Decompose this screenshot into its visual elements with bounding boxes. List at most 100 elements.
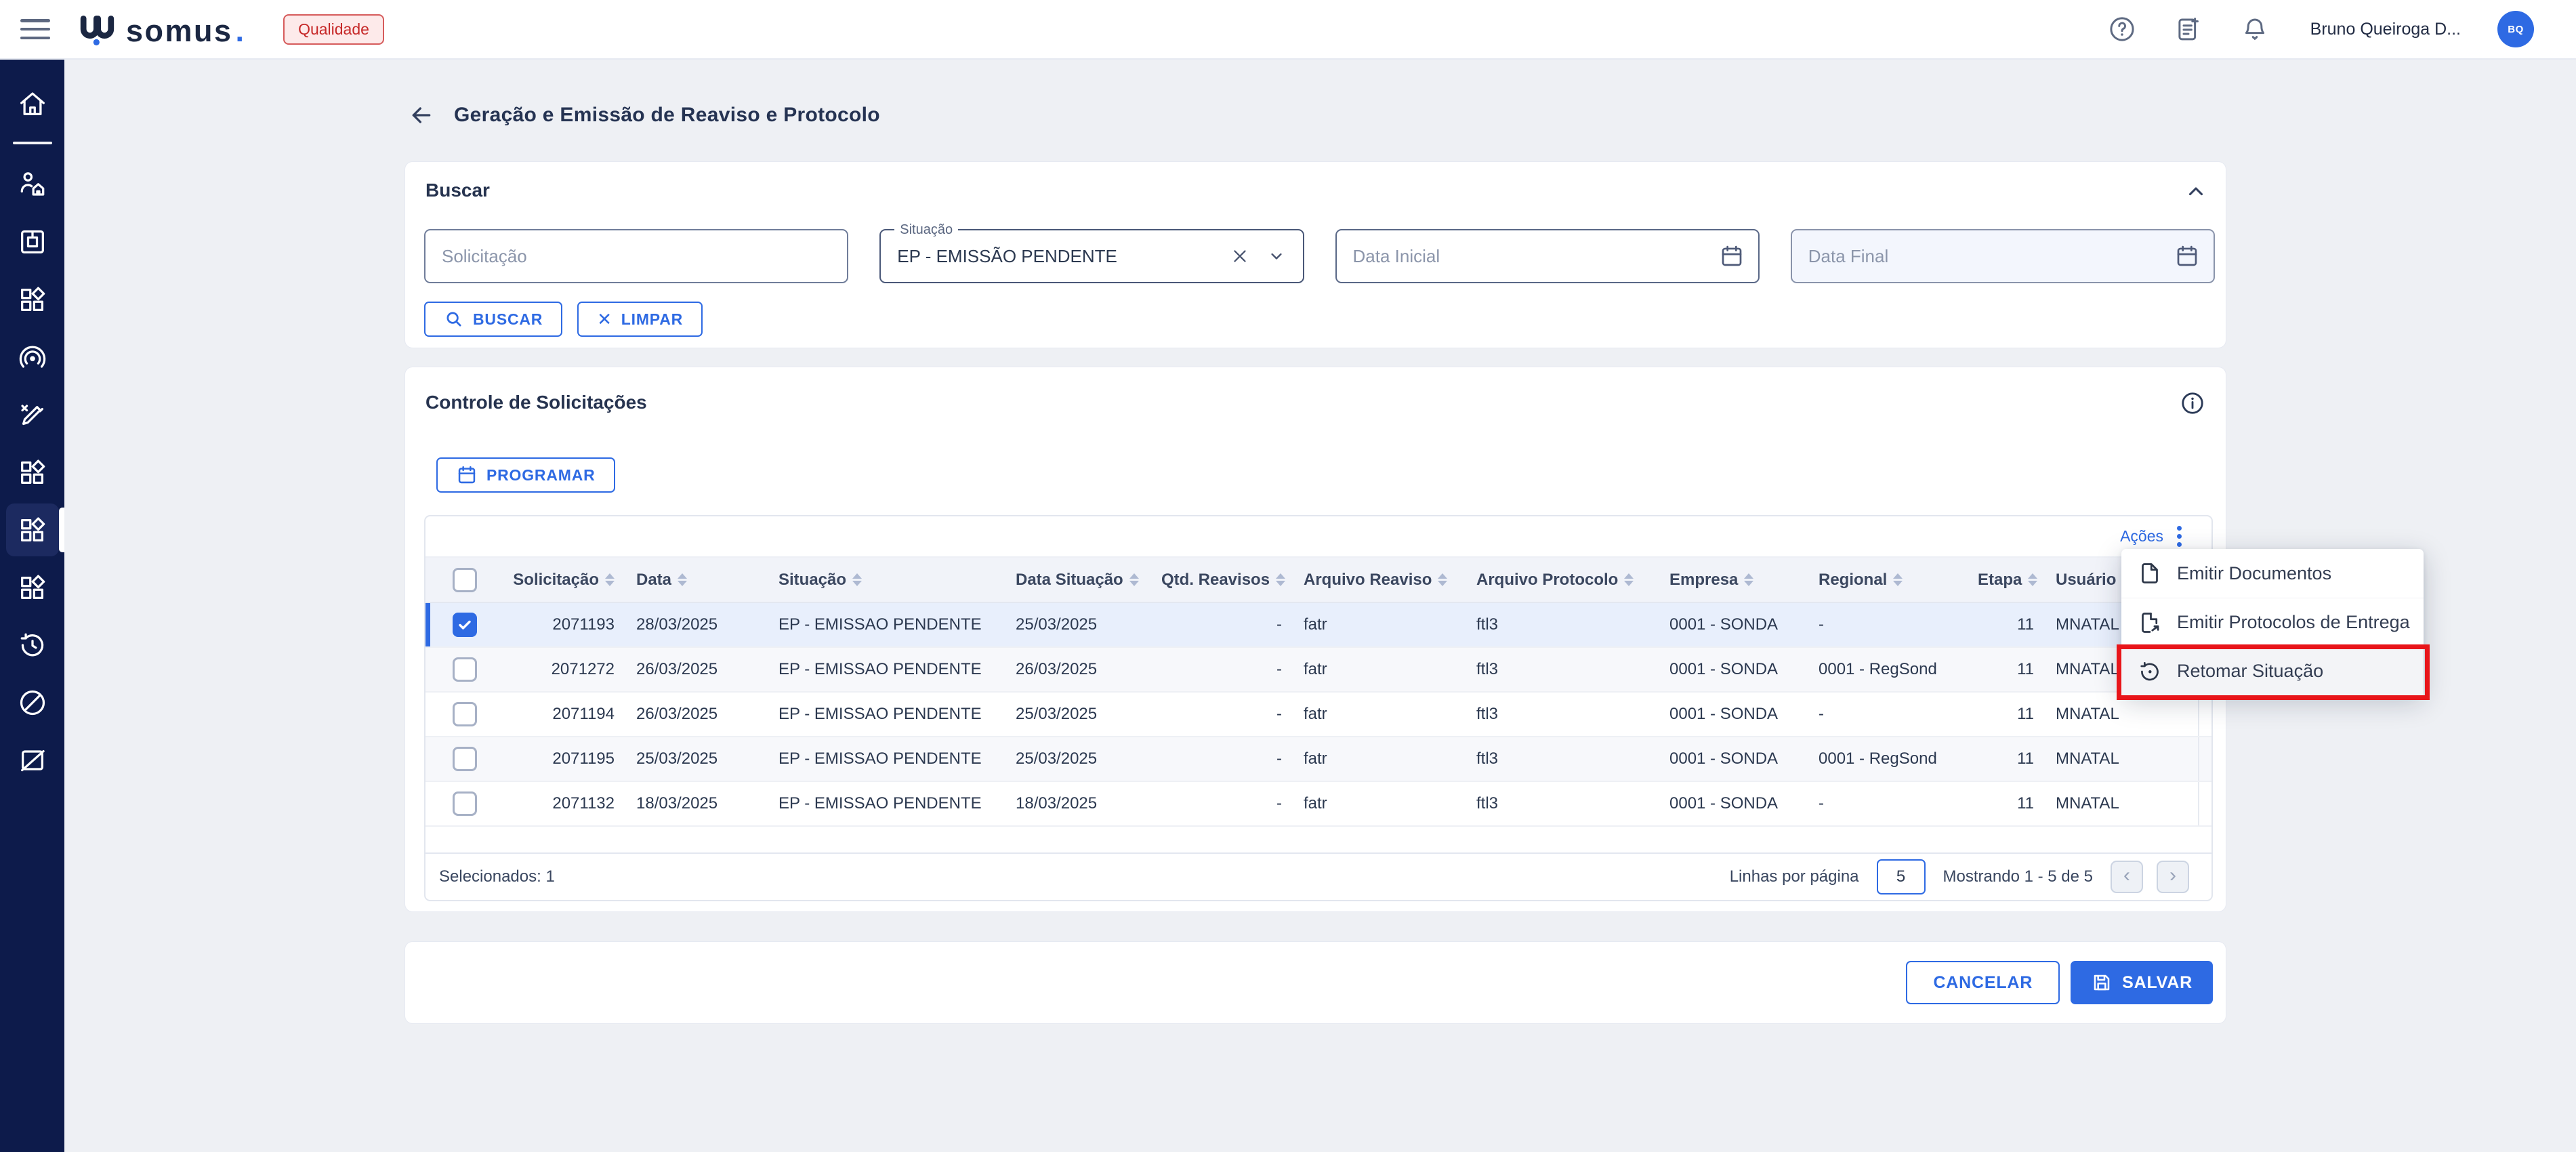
cell-5: fatr <box>1293 602 1466 648</box>
actions-bar: CANCELAR SALVAR <box>404 941 2226 1024</box>
menu-item-emitir-protocolos[interactable]: Emitir Protocolos de Entrega <box>2121 598 2424 646</box>
sidebar-item-apps-4[interactable] <box>6 561 59 614</box>
column-header-4[interactable]: Qtd. Reavisos <box>1150 556 1293 603</box>
widgets-icon <box>20 459 45 484</box>
column-header-3[interactable]: Data Situação <box>1005 556 1150 603</box>
table-row[interactable]: 2071195 25/03/2025 EP - EMISSAO PENDENTE 25… <box>425 737 2211 782</box>
situacao-select[interactable]: Situação EP - EMISSÃO PENDENTE <box>879 221 1304 283</box>
cell-10: MNATAL <box>2045 781 2199 827</box>
rows-per-page-input[interactable]: 5 <box>1876 859 1926 894</box>
column-header-0[interactable]: Solicitação <box>490 556 625 603</box>
showing-range: Mostrando 1 - 5 de 5 <box>1943 867 2093 886</box>
programar-button[interactable]: PROGRAMAR <box>436 457 615 493</box>
calendar-icon <box>458 466 476 484</box>
column-header-5[interactable]: Arquivo Reaviso <box>1293 556 1466 603</box>
user-name[interactable]: Bruno Queiroga D... <box>2310 19 2461 39</box>
column-header-6[interactable]: Arquivo Protocolo <box>1466 556 1659 603</box>
row-checkbox[interactable] <box>453 791 477 816</box>
sidebar-item-editor[interactable] <box>6 388 59 441</box>
table-header-row: Solicitação Data Situação Data Situação Qtd.… <box>425 556 2211 603</box>
column-header-8[interactable]: Regional <box>1808 556 1967 603</box>
cancelar-button[interactable]: CANCELAR <box>1906 961 2060 1004</box>
sidebar-item-radar[interactable] <box>6 331 59 384</box>
salvar-button[interactable]: SALVAR <box>2071 961 2213 1004</box>
sidebar-item-blocked[interactable] <box>6 676 59 729</box>
back-arrow-icon[interactable] <box>407 100 436 130</box>
row-checkbox[interactable] <box>453 657 477 682</box>
table-row[interactable]: 2071132 18/03/2025 EP - EMISSAO PENDENTE 18… <box>425 781 2211 827</box>
sidebar-item-clients[interactable] <box>6 158 59 211</box>
widgets-icon <box>20 287 45 311</box>
table-row[interactable]: 2071193 28/03/2025 EP - EMISSAO PENDENTE 25… <box>425 602 2211 648</box>
cell-4: - <box>1150 781 1293 827</box>
clear-x-icon: ✕ <box>597 308 612 329</box>
solicitacao-field[interactable] <box>424 229 849 283</box>
sidebar-item-history[interactable] <box>6 619 59 672</box>
row-checkbox-checked[interactable] <box>453 613 477 637</box>
clear-selection-icon[interactable] <box>1228 245 1251 268</box>
data-final-field[interactable] <box>1790 229 2215 283</box>
column-header-1[interactable]: Data <box>625 556 768 603</box>
cell-9: 11 <box>1967 647 2045 693</box>
sort-icon <box>1744 573 1754 586</box>
data-inicial-field[interactable] <box>1335 229 1760 283</box>
calendar-icon[interactable] <box>1719 243 1758 269</box>
solicitacoes-table-container: Ações Solicitação Data Situação Data Situaç… <box>424 515 2213 901</box>
cell-7: 0001 - SONDA <box>1659 602 1808 648</box>
data-inicial-input[interactable] <box>1336 245 1719 267</box>
sort-icon <box>1129 573 1139 586</box>
collapse-chevron-up-icon[interactable] <box>2182 178 2209 205</box>
row-checkbox-cell <box>425 781 490 827</box>
help-icon[interactable] <box>2107 14 2137 44</box>
menu-item-retomar-situacao[interactable]: Retomar Situação <box>2121 646 2424 695</box>
person-home-icon <box>20 172 44 196</box>
sidebar-item-no-image[interactable] <box>6 734 59 787</box>
cell-9: 11 <box>1967 602 2045 648</box>
search-icon <box>446 312 461 327</box>
menu-hamburger-icon[interactable] <box>20 18 50 41</box>
row-checkbox[interactable] <box>453 702 477 726</box>
next-page-button[interactable]: › <box>2157 861 2189 893</box>
info-icon[interactable] <box>2178 389 2207 417</box>
chevron-down-icon[interactable] <box>1265 245 1288 268</box>
cell-9: 11 <box>1967 692 2045 737</box>
previous-page-button[interactable]: ‹ <box>2111 861 2143 893</box>
cell-5: fatr <box>1293 647 1466 693</box>
row-checkbox-cell <box>425 647 490 693</box>
package-icon <box>20 230 44 253</box>
table-row[interactable]: 2071194 26/03/2025 EP - EMISSAO PENDENTE 25… <box>425 692 2211 737</box>
data-final-input[interactable] <box>1791 245 2174 267</box>
sidebar-item-apps-3-active[interactable] <box>5 503 64 556</box>
sidebar-item-package[interactable] <box>6 215 59 268</box>
sidebar-divider <box>12 142 52 144</box>
limpar-button[interactable]: ✕ LIMPAR <box>577 302 703 337</box>
new-document-icon[interactable] <box>2174 14 2203 44</box>
sidebar-item-home[interactable] <box>6 77 59 130</box>
menu-item-emitir-documentos[interactable]: Emitir Documentos <box>2121 549 2424 598</box>
table-row[interactable]: 2071272 26/03/2025 EP - EMISSAO PENDENTE 26… <box>425 647 2211 693</box>
select-all-checkbox[interactable] <box>453 567 477 592</box>
user-avatar[interactable]: BQ <box>2497 11 2534 47</box>
cell-2: EP - EMISSAO PENDENTE <box>768 647 1005 693</box>
cell-2: EP - EMISSAO PENDENTE <box>768 602 1005 648</box>
cell-7: 0001 - SONDA <box>1659 647 1808 693</box>
column-header-9[interactable]: Etapa <box>1967 556 2045 603</box>
edit-pencil-icon <box>20 405 43 426</box>
cell-9: 11 <box>1967 781 2045 827</box>
brand-name: somus <box>126 14 233 48</box>
document-icon <box>2142 563 2158 583</box>
column-header-2[interactable]: Situação <box>768 556 1005 603</box>
kebab-menu-icon[interactable] <box>2173 523 2186 550</box>
sidebar-item-apps-1[interactable] <box>6 273 59 326</box>
column-header-7[interactable]: Empresa <box>1659 556 1808 603</box>
sidebar-item-apps-2[interactable] <box>6 446 59 499</box>
calendar-icon[interactable] <box>2174 243 2214 269</box>
notifications-bell-icon[interactable] <box>2240 14 2270 44</box>
buscar-button[interactable]: BUSCAR <box>424 302 563 337</box>
row-checkbox-cell <box>425 737 490 782</box>
cell-6: ftl3 <box>1466 781 1659 827</box>
acoes-label[interactable]: Ações <box>2120 527 2163 545</box>
solicitacao-input[interactable] <box>425 245 848 267</box>
row-checkbox[interactable] <box>453 747 477 771</box>
cell-5: fatr <box>1293 692 1466 737</box>
